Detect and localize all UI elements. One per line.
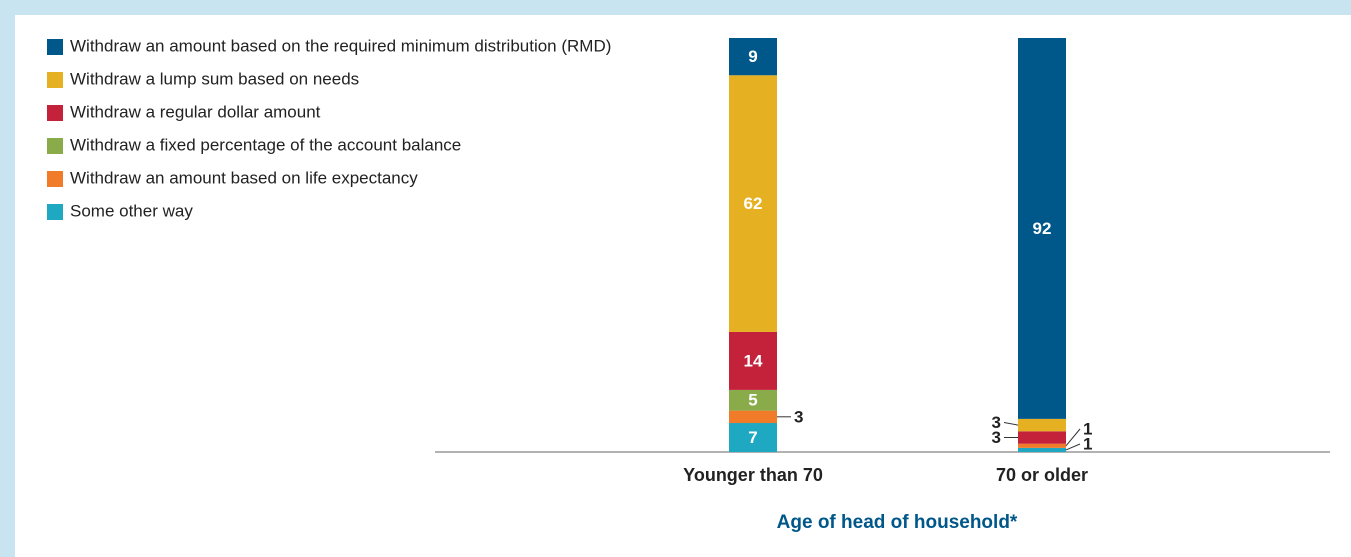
bar-segment [1018,431,1066,444]
value-label: 3 [992,413,1001,432]
value-label: 62 [744,194,763,213]
legend-swatch [47,138,63,154]
value-label: 1 [1083,419,1092,438]
bar-segment [1018,443,1066,448]
x-axis-title: Age of head of household* [777,512,1018,533]
legend-label: Some other way [70,201,193,220]
legend-label: Withdraw a fixed percentage of the accou… [70,135,461,154]
bar-segment [729,423,777,452]
leader-line [1003,422,1019,426]
leader-line [1065,428,1081,447]
value-label: 3 [992,428,1001,447]
bar-segment [1018,447,1066,452]
value-label: 3 [794,407,803,426]
bar-segment [729,389,777,411]
value-label: 1 [1083,434,1092,453]
legend-label: Withdraw an amount based on life expecta… [70,168,418,187]
value-label: 5 [748,391,757,410]
bar-segment [729,410,777,424]
x-tick-label: Younger than 70 [683,465,823,485]
value-label: 9 [748,47,757,66]
value-label: 7 [748,428,757,447]
legend-swatch [47,39,63,55]
bar-segment [729,38,777,76]
legend-label: Withdraw a lump sum based on needs [70,69,359,88]
value-label: 14 [744,351,763,370]
legend-swatch [47,72,63,88]
bar-segment [729,75,777,332]
legend-swatch [47,105,63,121]
legend-label: Withdraw an amount based on the required… [70,36,611,55]
panel [15,15,1351,557]
bar-segment [1018,38,1066,419]
bar-segment [729,331,777,390]
legend-swatch [47,171,63,187]
x-tick-label: 70 or older [996,465,1088,485]
legend-label: Withdraw a regular dollar amount [70,102,321,121]
leader-line [1065,443,1081,451]
bar-segment [1018,418,1066,432]
value-label: 92 [1033,219,1052,238]
legend-swatch [47,204,63,220]
